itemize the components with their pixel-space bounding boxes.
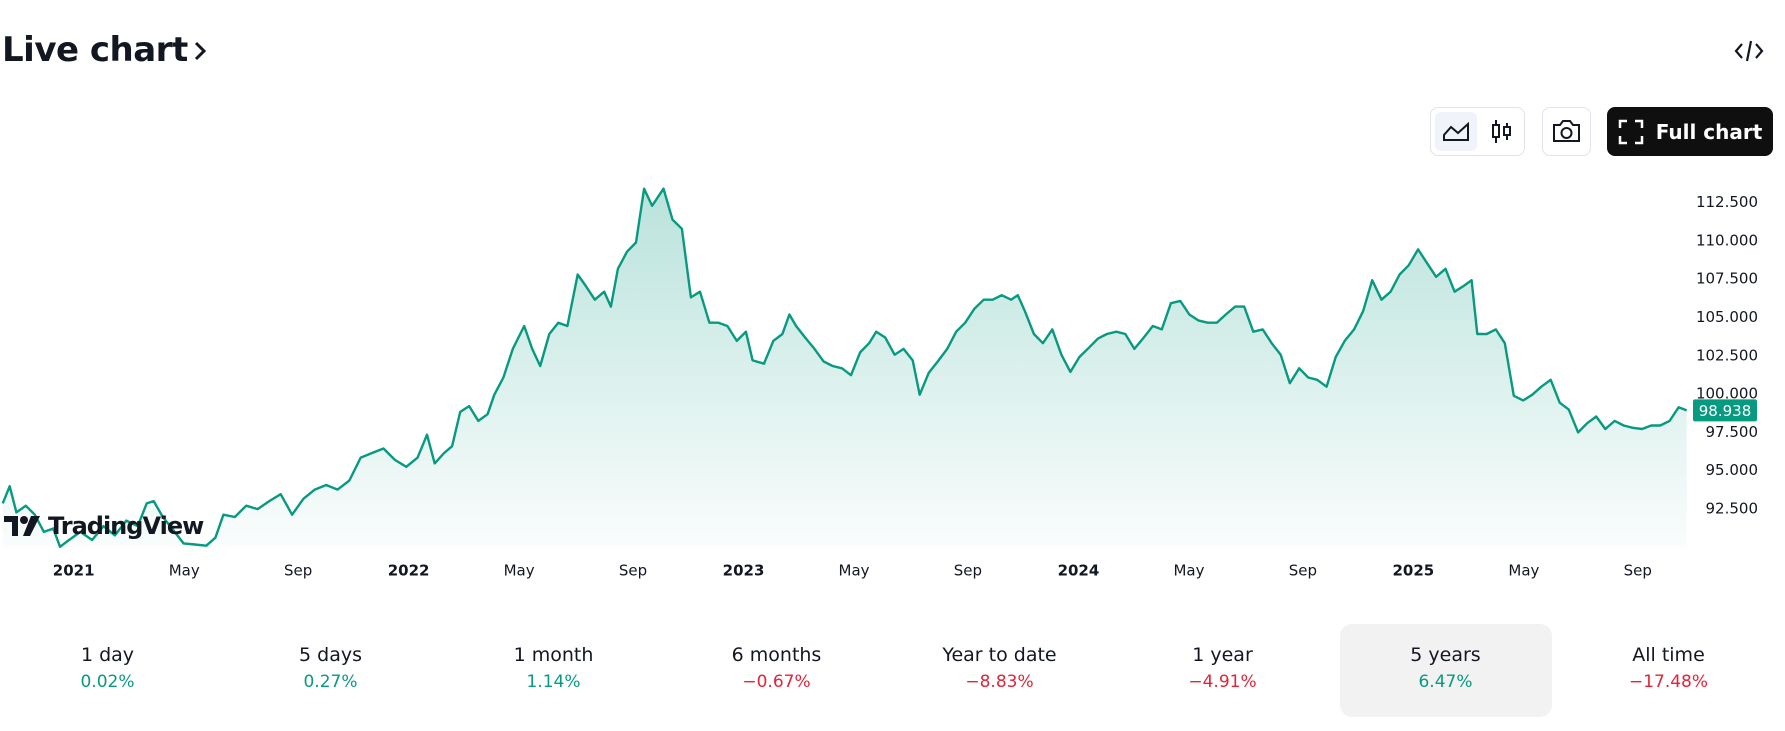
fullscreen-icon (1618, 119, 1643, 144)
area-style-button[interactable] (1435, 112, 1477, 151)
area-icon (1443, 121, 1469, 141)
x-tick-label: May (1508, 562, 1539, 580)
y-tick-label: 95.000 (1706, 461, 1759, 479)
period-tab[interactable]: Year to date −8.83% (894, 624, 1106, 717)
x-tick-label: 2023 (723, 562, 765, 580)
period-tab[interactable]: All time −17.48% (1563, 624, 1775, 717)
y-tick-label: 107.500 (1696, 270, 1758, 288)
period-label: All time (1632, 644, 1705, 666)
period-tab[interactable]: 6 months −0.67% (671, 624, 883, 717)
period-label: 6 months (731, 644, 822, 666)
y-tick-label: 110.000 (1696, 231, 1758, 249)
chart-style-group (1430, 107, 1525, 156)
full-chart-button[interactable]: Full chart (1607, 107, 1773, 156)
title-text: Live chart (2, 30, 188, 70)
x-tick-label: 2024 (1058, 562, 1100, 580)
period-tab[interactable]: 5 years 6.47% (1339, 624, 1552, 717)
last-price-label: 98.938 (1699, 402, 1752, 420)
price-line (1, 187, 1688, 548)
logo-text: TradingView (48, 512, 204, 540)
period-label: 1 year (1192, 644, 1253, 666)
period-label: Year to date (942, 644, 1057, 666)
candle-style-button[interactable] (1480, 112, 1522, 151)
price-chart: 92.500 95.000 97.500 100.000 102.500 105.000 1… (1, 187, 1759, 580)
candle-icon (1492, 120, 1511, 143)
period-change: −17.48% (1628, 672, 1709, 692)
chevron-icon (194, 41, 206, 61)
live-chart-link[interactable]: Live chart (2, 30, 210, 70)
period-label: 1 day (80, 644, 135, 666)
y-tick-label: 92.500 (1706, 500, 1759, 518)
period-change: 0.27% (303, 672, 358, 692)
period-change: 1.14% (526, 672, 581, 692)
period-change: −0.67% (742, 672, 811, 692)
y-tick-label: 97.500 (1706, 423, 1759, 441)
x-tick-label: Sep (1289, 562, 1317, 580)
last-price-tag (1693, 399, 1757, 422)
x-tick-label: May (169, 562, 200, 580)
period-tab[interactable]: 1 day 0.02% (2, 624, 214, 717)
x-tick-label: Sep (619, 562, 647, 580)
logo-mark (4, 516, 40, 536)
y-tick-label: 112.500 (1696, 193, 1758, 211)
camera-icon (1553, 120, 1580, 142)
x-tick-label: May (504, 562, 535, 580)
period-change: 6.47% (1418, 672, 1473, 692)
y-tick-label: 100.000 (1696, 385, 1758, 403)
period-change: −8.83% (965, 672, 1034, 692)
snapshot-button[interactable] (1542, 107, 1591, 156)
period-change: 0.02% (80, 672, 135, 692)
y-tick-label: 102.500 (1696, 346, 1758, 364)
area-fill (2, 188, 1687, 548)
x-tick-label: Sep (954, 562, 982, 580)
x-tick-label: May (1173, 562, 1204, 580)
x-tick-label: Sep (284, 562, 312, 580)
period-tab[interactable]: 1 year −4.91% (1117, 624, 1329, 717)
period-tab[interactable]: 1 month 1.14% (448, 624, 660, 717)
y-tick-label: 105.000 (1696, 308, 1758, 326)
period-label: 5 days (299, 644, 362, 666)
embed-code-button[interactable] (1734, 38, 1764, 64)
period-label: 5 years (1410, 644, 1481, 666)
x-tick-label: 2025 (1392, 562, 1434, 580)
period-tab[interactable]: 5 days 0.27% (225, 624, 437, 717)
period-label: 1 month (513, 644, 594, 666)
x-tick-label: 2021 (53, 562, 95, 580)
period-change: −4.91% (1188, 672, 1257, 692)
full-chart-label: Full chart (1655, 119, 1763, 144)
x-tick-label: 2022 (388, 562, 430, 580)
x-tick-label: Sep (1624, 562, 1652, 580)
tradingview-logo: TradingView (4, 512, 204, 540)
x-tick-label: May (839, 562, 870, 580)
